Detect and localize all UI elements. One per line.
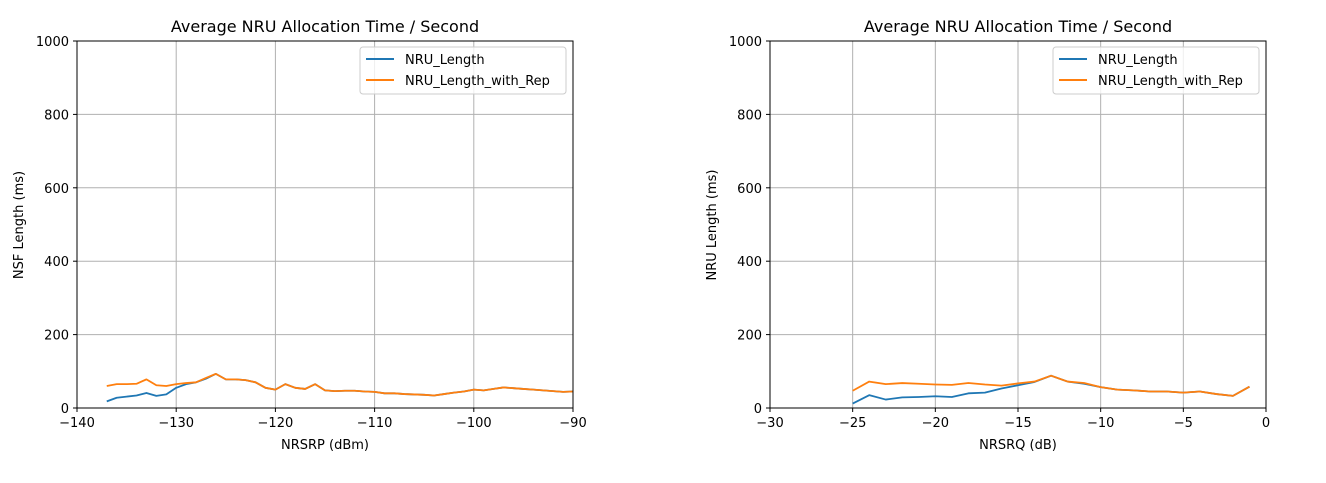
y-tick-label: 600 [44, 182, 69, 197]
legend-label-nru-length: NRU_Length [1098, 53, 1178, 68]
y-tick-label: 600 [737, 182, 762, 197]
x-tick-label: −25 [839, 416, 866, 431]
subplot-nrsrp: Average NRU Allocation Time / Second NRS… [12, 17, 587, 453]
x-tick-label: −110 [357, 416, 393, 431]
chart-title-right: Average NRU Allocation Time / Second [864, 17, 1172, 36]
x-tick-label: −100 [456, 416, 492, 431]
x-tick-label: −5 [1174, 416, 1193, 431]
y-tick-label: 0 [754, 402, 762, 417]
y-tick-label: 0 [61, 402, 69, 417]
x-tick-label: −140 [59, 416, 95, 431]
x-ticks-right: −30 −25 −20 −15 −10 −5 0 [756, 408, 1270, 431]
x-tick-label: −15 [1004, 416, 1031, 431]
x-tick-label: −120 [258, 416, 294, 431]
x-ticks-left: −140 −130 −120 −110 −100 −90 [59, 408, 587, 431]
series-line-nru-length-with-rep [106, 372, 574, 397]
series-line-nru-length-with-rep [852, 374, 1250, 397]
legend-label-nru-length-with-rep: NRU_Length_with_Rep [1098, 74, 1243, 89]
y-tick-label: 800 [737, 108, 762, 123]
grid-right [769, 40, 1267, 409]
y-axis-label-left: NSF Length (ms) [12, 171, 27, 279]
y-tick-label: 1000 [729, 35, 762, 50]
x-tick-label: −130 [158, 416, 194, 431]
y-tick-label: 200 [44, 329, 69, 344]
y-tick-label: 800 [44, 108, 69, 123]
legend-box-left [359, 46, 567, 95]
legend-left: NRU_Length NRU_Length_with_Rep [359, 46, 567, 95]
axes-frame-left [76, 40, 574, 409]
chart-title-left: Average NRU Allocation Time / Second [171, 17, 479, 36]
y-tick-label: 200 [737, 329, 762, 344]
x-tick-label: −90 [559, 416, 586, 431]
legend-right: NRU_Length NRU_Length_with_Rep [1052, 46, 1260, 95]
y-ticks-right: 0 200 400 600 800 1000 [729, 35, 770, 417]
x-tick-label: 0 [1262, 416, 1270, 431]
y-axis-label-right: NRU Length (ms) [705, 170, 720, 281]
x-tick-label: −20 [922, 416, 949, 431]
x-axis-label-right: NRSRQ (dB) [979, 438, 1057, 453]
series-group-left [106, 372, 574, 403]
x-tick-label: −10 [1087, 416, 1114, 431]
legend-box-right [1052, 46, 1260, 95]
legend-label-nru-length: NRU_Length [405, 53, 485, 68]
x-tick-label: −30 [756, 416, 783, 431]
y-ticks-left: 0 200 400 600 800 1000 [36, 35, 77, 417]
grid-left [76, 40, 574, 409]
series-line-nru-length [852, 374, 1250, 405]
y-tick-label: 400 [44, 255, 69, 270]
legend-label-nru-length-with-rep: NRU_Length_with_Rep [405, 74, 550, 89]
y-tick-label: 400 [737, 255, 762, 270]
subplot-nrsrq: Average NRU Allocation Time / Second NRS… [705, 17, 1270, 453]
y-tick-label: 1000 [36, 35, 69, 50]
x-axis-label-left: NRSRP (dBm) [281, 438, 369, 453]
series-group-right [852, 374, 1250, 405]
